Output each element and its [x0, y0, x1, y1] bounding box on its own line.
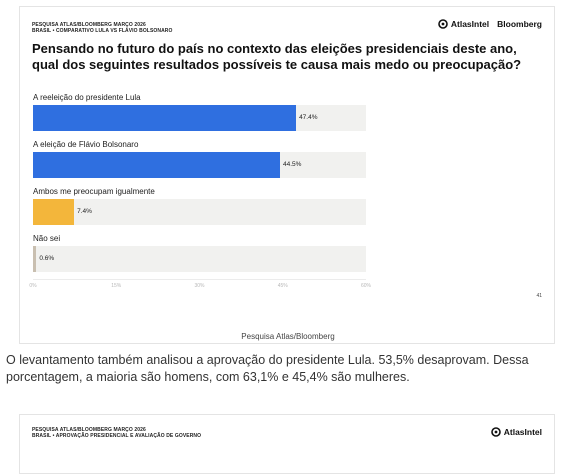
atlasintel-logo-icon	[438, 19, 448, 29]
atlasintel-logo: AtlasIntel	[438, 19, 489, 29]
data-label: 0.6%	[39, 255, 55, 262]
atlasintel-logo-text-2: AtlasIntel	[503, 427, 542, 437]
bar-track: 44.5%	[33, 152, 366, 178]
bar-track: 7.4%	[33, 199, 366, 225]
poll-card: PESQUISA ATLAS/BLOOMBERG MARÇO 2026 BRAS…	[19, 6, 555, 344]
article-paragraph: O levantamento também analisou a aprovaç…	[6, 353, 529, 384]
poll-header-title: PESQUISA ATLAS/BLOOMBERG MARÇO 2026	[32, 22, 146, 28]
data-label: 47.4%	[299, 114, 318, 121]
atlasintel-logo-text: AtlasIntel	[450, 19, 490, 29]
bar-track: 47.4%	[33, 105, 366, 131]
data-label: 7.4%	[77, 208, 92, 215]
bar-track: 0.6%	[33, 246, 366, 272]
x-tick-label: 15%	[111, 283, 122, 289]
logo-group-2: AtlasIntel	[490, 427, 542, 437]
category-label: Ambos me preocupam igualmente	[33, 187, 155, 196]
bar	[33, 246, 37, 272]
poll-2-header-subtitle: BRASIL • APROVAÇÃO PRESIDENCIAL E AVALIA…	[32, 433, 202, 439]
x-tick-label: 45%	[277, 283, 288, 289]
poll-2-header-title: PESQUISA ATLAS/BLOOMBERG MARÇO 2026	[32, 427, 146, 433]
bar	[33, 199, 75, 225]
page-number: 41	[536, 293, 542, 299]
bloomberg-logo: Bloomberg	[497, 19, 542, 29]
atlasintel-logo-icon-2	[490, 427, 501, 437]
bar	[33, 152, 280, 178]
atlasintel-logo-2: AtlasIntel	[490, 427, 542, 437]
poll-card-2: PESQUISA ATLAS/BLOOMBERG MARÇO 2026 BRAS…	[19, 414, 555, 474]
chart-title: Pensando no futuro do país no contexto d…	[32, 41, 522, 72]
x-tick-label: 60%	[360, 283, 372, 289]
category-label: A eleição de Flávio Bolsonaro	[33, 140, 139, 149]
data-label: 44.5%	[282, 161, 302, 168]
x-tick-label: 0%	[29, 283, 37, 289]
category-label: A reeleição do presidente Lula	[33, 93, 141, 102]
logo-group: AtlasIntel Bloomberg	[438, 19, 542, 29]
category-label: Não sei	[33, 234, 61, 243]
x-tick-label: 30%	[194, 283, 205, 289]
bar	[33, 105, 297, 131]
x-axis	[33, 279, 366, 280]
source-caption: Pesquisa Atlas/Bloomberg	[241, 332, 335, 341]
poll-header-subtitle: BRASIL • COMPARATIVO LULA VS FLÁVIO BOLS…	[32, 28, 173, 34]
